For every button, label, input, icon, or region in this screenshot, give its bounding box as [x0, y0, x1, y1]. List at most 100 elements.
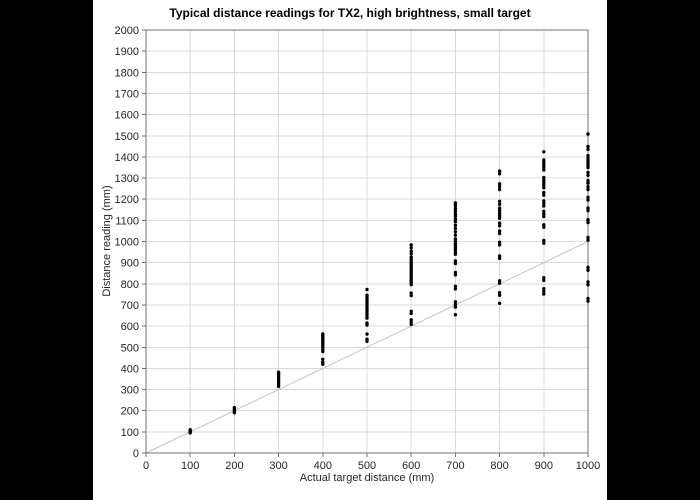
data-point: [542, 276, 546, 280]
x-tick-label: 0: [143, 460, 149, 472]
data-point: [365, 293, 369, 297]
data-point: [542, 204, 546, 208]
data-point: [586, 144, 590, 149]
data-point: [453, 302, 458, 307]
data-point: [497, 301, 502, 305]
data-point: [409, 252, 413, 256]
y-tick-label: 600: [121, 321, 139, 333]
x-axis-label: Actual target distance (mm): [299, 472, 435, 484]
y-tick-label: 1100: [115, 215, 139, 227]
data-point: [453, 201, 458, 205]
data-point: [586, 170, 590, 175]
data-point: [365, 321, 369, 325]
data-point: [321, 360, 325, 364]
y-tick-label: 1800: [115, 67, 139, 79]
data-point: [453, 287, 458, 291]
data-point: [409, 249, 413, 253]
data-point: [542, 190, 546, 195]
data-point: [409, 291, 413, 295]
data-point: [542, 181, 546, 185]
x-tick-label: 800: [490, 460, 508, 472]
data-point: [365, 337, 369, 341]
data-point: [586, 173, 590, 177]
y-tick-label: 900: [121, 258, 139, 270]
x-tick-label: 600: [402, 460, 420, 472]
data-point: [542, 223, 546, 227]
data-point: [586, 178, 590, 183]
data-point: [497, 281, 502, 285]
data-point: [586, 181, 590, 185]
data-point: [542, 160, 546, 165]
data-point: [542, 292, 546, 296]
data-point: [586, 156, 590, 160]
data-point: [586, 296, 590, 301]
data-point: [542, 214, 546, 219]
data-point: [497, 231, 502, 236]
data-point: [497, 182, 502, 186]
data-point: [586, 235, 590, 240]
data-point: [542, 289, 546, 294]
data-point: [497, 291, 502, 295]
y-tick-label: 700: [121, 300, 139, 312]
y-axis-label: Distance reading (mm): [101, 185, 113, 297]
y-tick-label: 500: [121, 342, 139, 354]
data-point: [453, 237, 458, 241]
data-point: [453, 230, 458, 234]
data-point: [497, 187, 502, 192]
data-point: [453, 203, 458, 208]
data-point: [542, 287, 546, 291]
data-point: [276, 370, 281, 374]
data-point: [586, 195, 590, 199]
data-point: [586, 185, 590, 189]
y-tick-label: 1600: [115, 110, 139, 122]
y-tick-label: 1900: [115, 46, 139, 58]
data-point: [497, 172, 502, 176]
data-point: [232, 406, 237, 410]
y-tick-label: 1300: [115, 173, 139, 185]
x-tick-label: 100: [181, 460, 199, 472]
data-point: [542, 175, 546, 180]
data-point: [497, 169, 502, 173]
data-point: [542, 168, 546, 172]
data-point: [409, 318, 413, 322]
data-point: [586, 265, 590, 270]
y-tick-label: 1700: [115, 88, 139, 100]
data-point: [453, 233, 458, 237]
data-point: [321, 332, 325, 336]
y-tick-label: 0: [133, 448, 139, 460]
data-point: [453, 300, 458, 304]
data-point: [542, 278, 546, 283]
data-point: [453, 259, 458, 263]
data-point: [409, 255, 413, 259]
data-point: [586, 206, 590, 210]
reference-line: [145, 241, 589, 454]
data-point: [542, 199, 546, 203]
y-tick-label: 800: [121, 279, 139, 291]
data-point: [497, 293, 502, 297]
data-point: [586, 282, 590, 287]
data-point: [409, 320, 413, 324]
data-point: [497, 243, 502, 247]
data-point: [542, 212, 546, 216]
chart-figure: 0 100 200 300 400 500 600 700 800 900 1000 0 100 200 3…: [93, 0, 607, 500]
x-tick-label: 900: [535, 460, 553, 472]
data-point: [586, 153, 590, 158]
data-point: [497, 184, 502, 189]
data-point: [409, 243, 413, 247]
x-tick-label: 500: [358, 460, 376, 472]
y-tick-label: 1500: [115, 131, 139, 143]
data-point: [497, 216, 502, 220]
y-tick-label: 200: [121, 406, 139, 418]
y-tick-label: 1200: [115, 194, 139, 206]
data-point: [586, 132, 590, 136]
data-point: [586, 299, 590, 303]
y-tick-label: 400: [121, 363, 139, 375]
data-point: [497, 211, 502, 215]
data-point: [453, 250, 458, 254]
data-point: [586, 220, 590, 225]
data-point: [365, 287, 369, 292]
data-point: [453, 206, 458, 211]
data-point: [453, 212, 458, 216]
data-point: [453, 261, 458, 266]
data-point: [497, 254, 502, 258]
